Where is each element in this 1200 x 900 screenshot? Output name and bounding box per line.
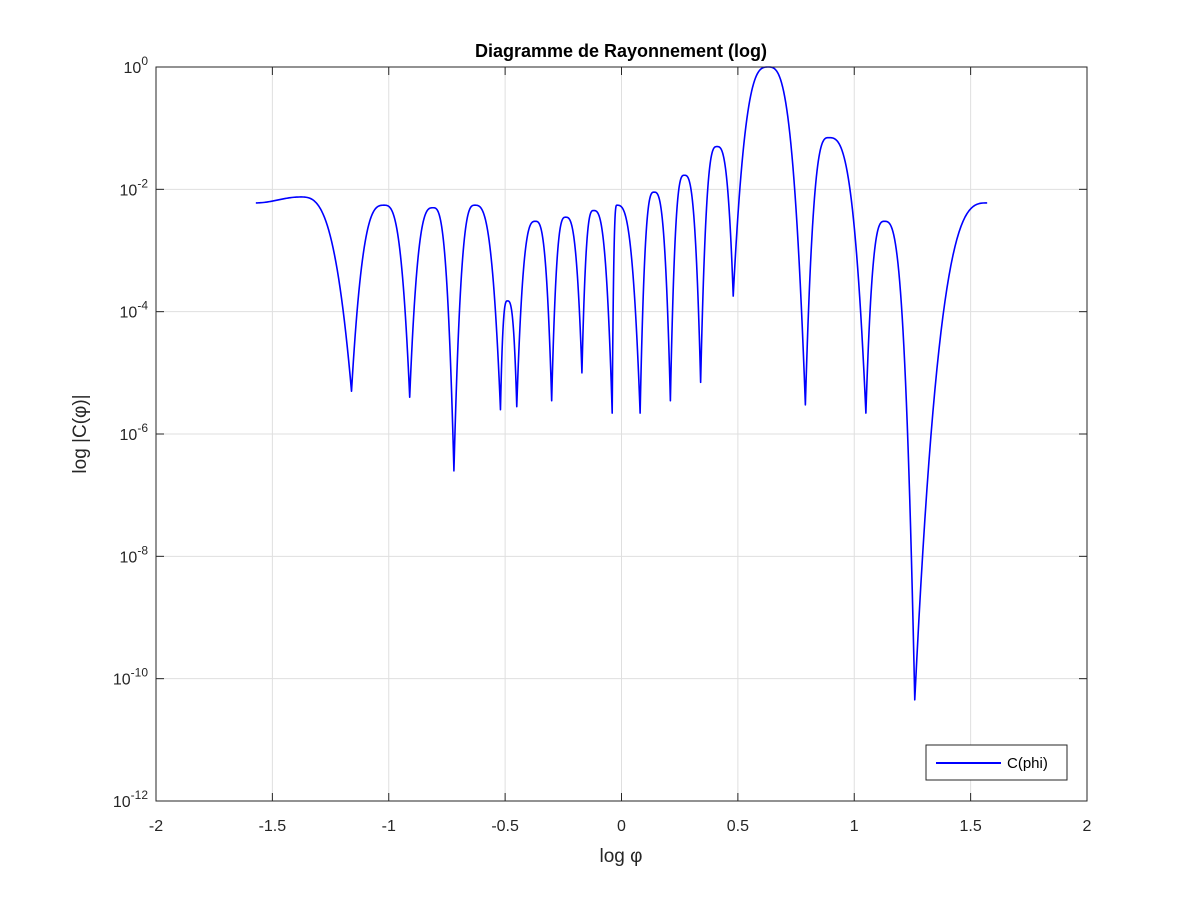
y-tick-labels: 10-12 10-10 10-8 10-6 10-4 10-2 100 [113,54,148,811]
legend: C(phi) [925,744,1068,781]
x-tick-label: 0.5 [727,818,749,835]
x-tick-label: 2 [1083,818,1092,835]
y-tick-label: 10-2 [120,176,149,199]
x-tick-label: -1 [382,818,396,835]
y-tick-label: 10-6 [120,421,149,444]
y-tick-label: 10-4 [120,299,149,322]
series-layer [255,66,988,701]
x-tick-label: 0 [617,818,626,835]
x-axis-label: log φ [600,846,643,867]
x-tick-label: -0.5 [491,818,519,835]
x-tick-label: 1.5 [960,818,982,835]
y-axis-label: log |C(φ)| [70,394,91,473]
x-tick-label: -2 [149,818,163,835]
y-tick-label: 10-10 [113,666,148,689]
ticks [155,66,1088,802]
x-tick-label: -1.5 [259,818,287,835]
y-tick-label: 10-8 [120,543,149,566]
y-tick-label: 10-12 [113,788,148,811]
legend-label: C(phi) [1007,755,1048,772]
x-tick-labels: -2 -1.5 -1 -0.5 0 0.5 1 1.5 2 [149,818,1092,835]
x-tick-label: 1 [850,818,859,835]
y-tick-label: 100 [124,54,149,77]
series-line-0 [255,66,988,701]
chart-title: Diagramme de Rayonnement (log) [475,41,767,61]
